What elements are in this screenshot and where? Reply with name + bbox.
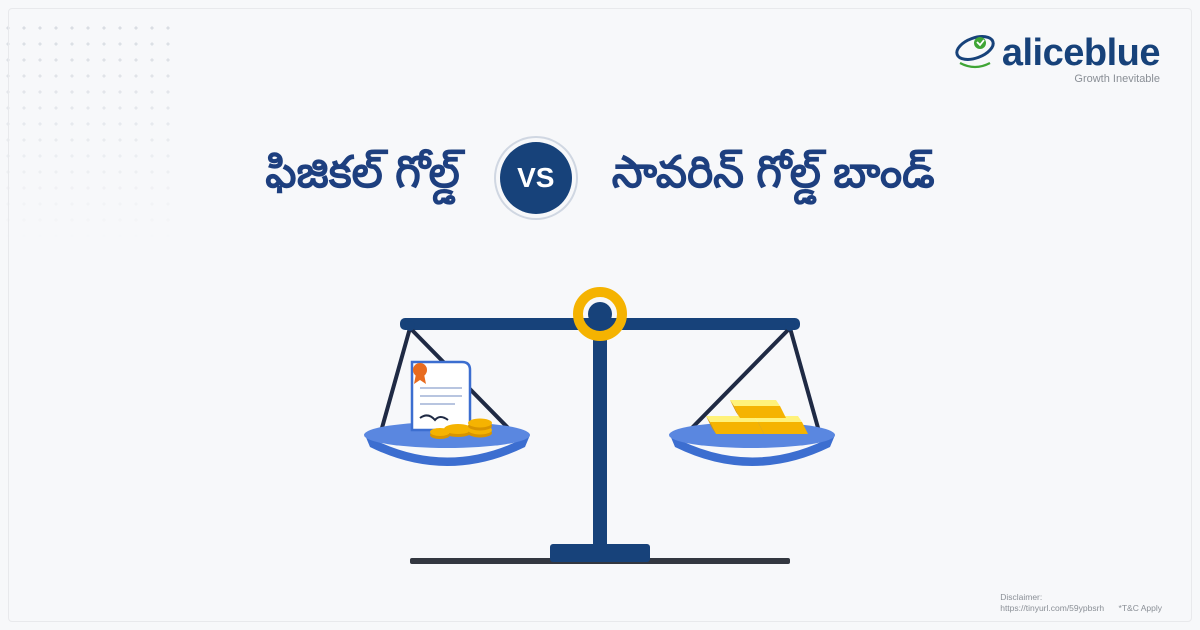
disclaimer-url: https://tinyurl.com/59ypbsrh — [1000, 603, 1104, 613]
vs-badge: VS — [500, 142, 572, 214]
title-right: సావరిన్ గోల్డ్ బాండ్ — [612, 148, 935, 209]
disclaimer: Disclaimer: https://tinyurl.com/59ypbsrh… — [1000, 592, 1162, 614]
vs-label: VS — [517, 162, 554, 194]
certificate-icon — [412, 362, 470, 430]
logo-icon — [954, 33, 996, 75]
title-row: ఫిజికల్ గోల్డ్ VS సావరిన్ గోల్డ్ బాండ్ — [0, 142, 1200, 214]
logo-text: aliceblue — [1002, 32, 1160, 75]
disclaimer-label: Disclaimer: — [1000, 592, 1042, 602]
tc-apply: *T&C Apply — [1119, 603, 1162, 613]
brand-logo: aliceblue Growth Inevitable — [954, 32, 1160, 85]
title-left: ఫిజికల్ గోల్డ్ — [265, 148, 460, 209]
gold-bars-icon — [706, 400, 808, 434]
balance-scale — [340, 270, 860, 570]
